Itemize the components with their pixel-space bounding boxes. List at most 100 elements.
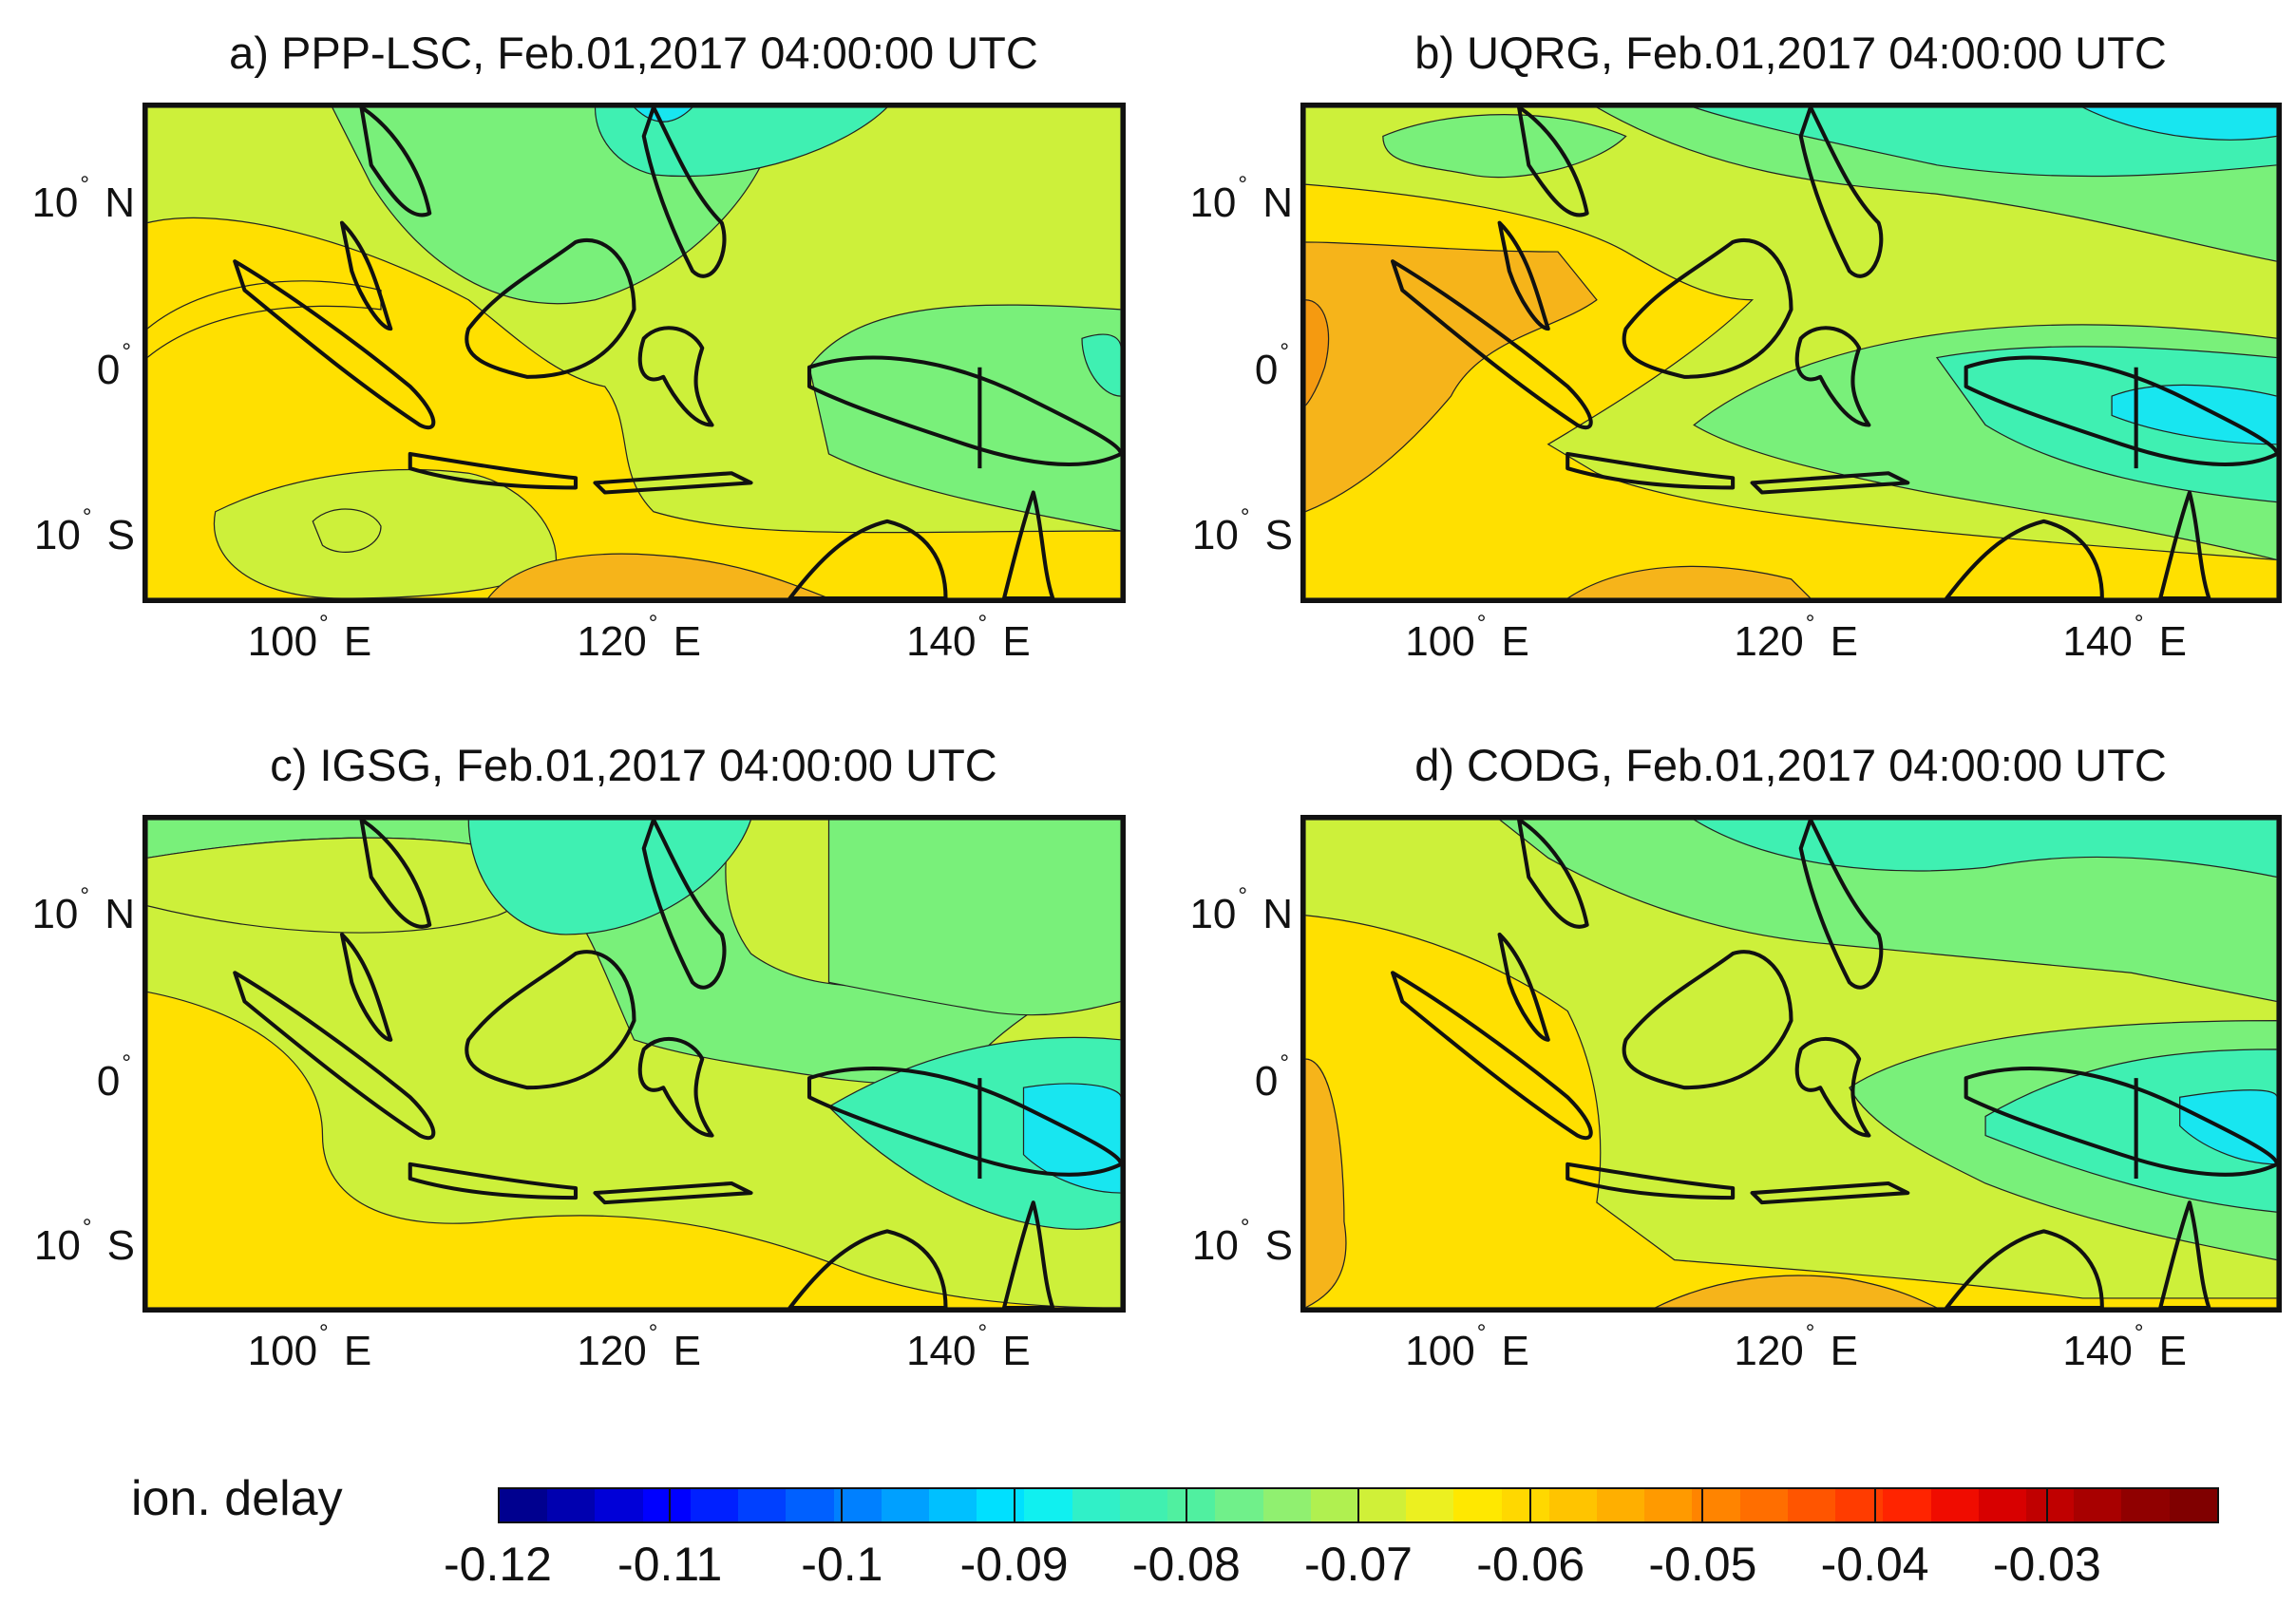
map-panel-d <box>1300 815 2282 1313</box>
contour-fill <box>1081 333 1121 397</box>
contour-fill <box>486 553 829 598</box>
coastline <box>1517 107 1589 217</box>
colorbar-tick <box>1873 1487 1876 1523</box>
lat-tick-label: 0° <box>96 339 131 394</box>
colorbar-step <box>1215 1489 1263 1521</box>
contour-fill <box>1305 299 1330 407</box>
lat-tick-label: 10° N <box>1189 171 1293 226</box>
coastline <box>408 1162 579 1200</box>
colorbar-tick <box>2045 1487 2048 1523</box>
coastline <box>637 1036 714 1138</box>
lat-tick-label: 10° S <box>33 504 135 559</box>
contour-fill <box>1305 1058 1347 1308</box>
coastline <box>359 820 432 929</box>
coastline <box>233 259 436 430</box>
contour-fill <box>1655 1275 1938 1308</box>
colorbar-tick <box>841 1487 844 1523</box>
contour-fill <box>1566 565 1812 598</box>
lon-tick-label: 100° E <box>247 611 372 665</box>
colorbar-tick <box>1529 1487 1532 1523</box>
colorbar-tick <box>1185 1487 1187 1523</box>
coastline <box>339 220 393 331</box>
coastline <box>1391 259 1593 430</box>
lon-tick-label: 100° E <box>1405 1320 1529 1374</box>
colorbar-step <box>1883 1489 1931 1521</box>
coastline <box>1750 471 1910 495</box>
coastline <box>408 451 579 490</box>
lat-tick-label: 0° <box>1254 1049 1289 1105</box>
colorbar-tick-label: -0.08 <box>1131 1538 1241 1591</box>
colorbar-step <box>1406 1489 1454 1521</box>
contour-map <box>1305 820 2277 1308</box>
colorbar-step <box>2169 1489 2217 1521</box>
coastline <box>806 1067 1121 1177</box>
panel-title: d) CODG, Feb.01,2017 04:00:00 UTC <box>1414 740 2167 790</box>
colorbar-step <box>1310 1489 1358 1521</box>
colorbar-tick <box>1013 1487 1015 1523</box>
coastline <box>1798 107 1884 278</box>
colorbar-step <box>642 1489 691 1521</box>
lon-tick-label: 140° E <box>906 611 1031 665</box>
lon-tick-label: 140° E <box>2062 611 2188 665</box>
colorbar-tick-label: -0.1 <box>801 1538 883 1591</box>
contour-fill <box>147 991 1121 1308</box>
coastline <box>1497 932 1550 1042</box>
coastline <box>2158 1200 2211 1308</box>
colorbar-tick-label: -0.03 <box>1992 1538 2101 1591</box>
coastline <box>593 471 753 495</box>
coastline <box>637 326 714 427</box>
colorbar-step <box>2074 1489 2122 1521</box>
coastline <box>1794 1036 1871 1138</box>
coastline <box>787 1229 948 1308</box>
contour-fill <box>808 304 1121 532</box>
coastline <box>806 355 1121 466</box>
coastline <box>1964 355 2277 466</box>
contour-fill <box>1022 1083 1121 1194</box>
contour-map <box>1305 107 2277 598</box>
colorbar-tick-label: -0.05 <box>1648 1538 1757 1591</box>
colorbar-step <box>1262 1489 1311 1521</box>
contour-fill <box>467 820 752 935</box>
colorbar-step <box>2026 1489 2075 1521</box>
lon-tick-label: 140° E <box>2062 1320 2188 1374</box>
coastline <box>641 107 727 278</box>
colorbar-step <box>1072 1489 1120 1521</box>
coastline <box>1391 971 1593 1141</box>
lat-tick-label: 10° S <box>1191 1214 1293 1269</box>
colorbar-step <box>1787 1489 1836 1521</box>
contour-fill <box>147 280 382 359</box>
contour-fill <box>312 508 382 553</box>
coastline <box>641 820 727 990</box>
colorbar-step <box>1453 1489 1502 1521</box>
coastline <box>787 519 948 598</box>
lon-tick-label: 120° E <box>1734 611 1858 665</box>
colorbar-step <box>977 1489 1025 1521</box>
lon-tick-label: 100° E <box>1405 611 1529 665</box>
colorbar-step <box>2121 1489 2170 1521</box>
coastline <box>1945 519 2104 598</box>
lat-tick-label: 10° N <box>31 883 135 938</box>
colorbar-step <box>500 1489 548 1521</box>
coastline <box>1798 820 1884 990</box>
contour-fill <box>1498 820 2277 1003</box>
lon-tick-label: 120° E <box>1734 1320 1858 1374</box>
lat-tick-label: 10° S <box>33 1214 135 1269</box>
coastline <box>1001 490 1055 598</box>
lat-tick-label: 10° N <box>1189 883 1293 938</box>
colorbar-step <box>1548 1489 1598 1521</box>
colorbar-title: ion. delay <box>131 1471 343 1526</box>
map-panel-b <box>1300 103 2282 603</box>
coastline <box>359 107 432 217</box>
lon-tick-label: 140° E <box>906 1320 1031 1374</box>
colorbar-step <box>1644 1489 1693 1521</box>
coastline <box>1622 950 1793 1090</box>
panel-title: c) IGSG, Feb.01,2017 04:00:00 UTC <box>270 740 997 790</box>
colorbar-tick-label: -0.04 <box>1820 1538 1929 1591</box>
coastline <box>1794 326 1871 427</box>
coastline <box>1517 820 1589 929</box>
colorbar-tick-label: -0.06 <box>1476 1538 1585 1591</box>
lat-tick-label: 10° S <box>1191 504 1293 559</box>
colorbar-step <box>690 1489 739 1521</box>
colorbar-tick-label: -0.09 <box>959 1538 1069 1591</box>
coastline <box>2158 490 2211 598</box>
